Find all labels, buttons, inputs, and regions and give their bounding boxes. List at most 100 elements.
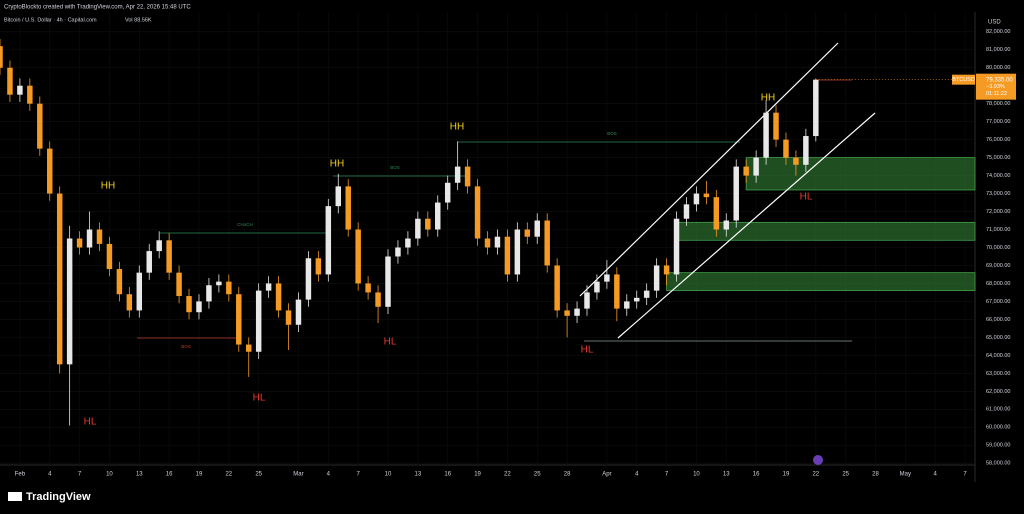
candle-body: [604, 274, 610, 282]
x-tick-label: 19: [196, 472, 203, 478]
y-tick-label: 61,000.00: [986, 407, 1010, 413]
channel-lower: [617, 112, 876, 339]
candle-body: [325, 206, 332, 275]
swing-label: HH: [101, 181, 115, 192]
candle-body: [17, 85, 23, 95]
x-tick-label: Mar: [293, 472, 303, 478]
candle-body: [86, 229, 93, 248]
x-tick-label: 10: [106, 472, 113, 478]
y-tick-label: 69,000.00: [986, 263, 1010, 269]
candle-body: [743, 166, 749, 176]
candle-body: [425, 218, 431, 230]
x-tick-label: 4: [635, 472, 639, 478]
candle-body: [783, 139, 789, 158]
candle-body: [56, 193, 63, 365]
candle-body: [703, 193, 710, 198]
candle-body: [365, 283, 371, 293]
candle-body: [683, 204, 690, 219]
candle-body: [663, 265, 670, 275]
labels: 58,000.00 59,000.00 60,000.00 61,000.00 62,0…: [15, 29, 1016, 478]
y-tick-label: 75,000.00: [986, 155, 1010, 161]
y-tick-label: 63,000.00: [986, 371, 1010, 377]
y-tick-label: 73,000.00: [986, 191, 1010, 197]
candle-body: [524, 229, 531, 237]
order-block: [745, 157, 976, 191]
y-tick-label: 68,000.00: [986, 281, 1010, 287]
x-tick-label: 7: [78, 472, 82, 478]
x-tick-label: 22: [812, 472, 819, 478]
candle-body: [723, 220, 730, 230]
y-tick-label: 64,000.00: [986, 353, 1010, 359]
candle-body: [236, 294, 242, 345]
candle-body: [216, 281, 222, 286]
candle-body: [554, 265, 560, 311]
candle-body: [574, 308, 580, 316]
zones: [666, 157, 976, 292]
y-tick-label: 62,000.00: [986, 389, 1010, 395]
candle-body: [355, 229, 361, 284]
candle-body: [166, 240, 172, 273]
y-tick-label: 58,000.00: [986, 461, 1010, 467]
candle-body: [156, 240, 162, 252]
candle-body: [206, 285, 212, 302]
structure-label: BOS: [181, 344, 191, 349]
candle-body: [474, 186, 481, 239]
candle-body: [0, 46, 3, 68]
candle-body: [37, 103, 43, 149]
x-tick-label: 25: [842, 472, 849, 478]
candle-body: [494, 236, 501, 248]
y-tick-label: 66,000.00: [986, 317, 1010, 323]
y-tick-label: 74,000.00: [986, 173, 1010, 179]
candle-body: [733, 166, 739, 221]
candle-body: [763, 112, 769, 158]
price-tag-change: −3.93%: [986, 84, 1005, 90]
candle-body: [27, 85, 33, 104]
candle-body: [136, 272, 143, 311]
candle-body: [126, 294, 133, 311]
candle-body: [7, 67, 13, 95]
candle-body: [484, 238, 491, 248]
x-tick-label: 4: [327, 472, 331, 478]
structure-label: CHoCH: [237, 222, 253, 227]
y-tick-label: 82,000.00: [986, 29, 1010, 35]
candle-body: [435, 202, 441, 230]
candle-body: [275, 283, 282, 311]
y-tick-label: 65,000.00: [986, 335, 1010, 341]
y-tick-label: 78,000.00: [986, 101, 1010, 107]
candle-body: [96, 229, 103, 244]
candle-body: [534, 220, 540, 237]
x-tick-label: 7: [665, 472, 669, 478]
candle-body: [146, 251, 152, 273]
candle-body: [584, 292, 590, 309]
x-tick-label: 10: [385, 472, 392, 478]
x-tick-label: Feb: [15, 472, 26, 478]
x-tick-label: Apr: [602, 472, 611, 478]
channel-upper: [579, 42, 839, 297]
y-tick-label: 70,000.00: [986, 245, 1010, 251]
candle-body: [633, 297, 640, 302]
swing-label: HL: [800, 192, 813, 203]
candle-body: [66, 238, 73, 365]
candle-body: [345, 186, 351, 230]
x-tick-label: 16: [166, 472, 173, 478]
x-tick-label: 16: [444, 472, 451, 478]
candle-body: [713, 197, 720, 230]
y-tick-label: 71,000.00: [986, 227, 1010, 233]
candle-body: [454, 166, 461, 183]
x-tick-label: 7: [356, 472, 360, 478]
x-tick-label: 28: [872, 472, 879, 478]
swing-label: HL: [384, 337, 397, 348]
candle-body: [47, 148, 53, 194]
candle-body: [643, 290, 650, 298]
swing-label: HH: [761, 93, 775, 104]
drawings: [137, 42, 876, 465]
symbol-tag: [952, 74, 975, 85]
candle-body: [116, 269, 123, 295]
candle-body: [196, 301, 202, 313]
candle-body: [375, 292, 381, 307]
swing-label: HH: [330, 159, 344, 170]
order-block: [666, 272, 976, 292]
candle-body: [693, 193, 700, 205]
